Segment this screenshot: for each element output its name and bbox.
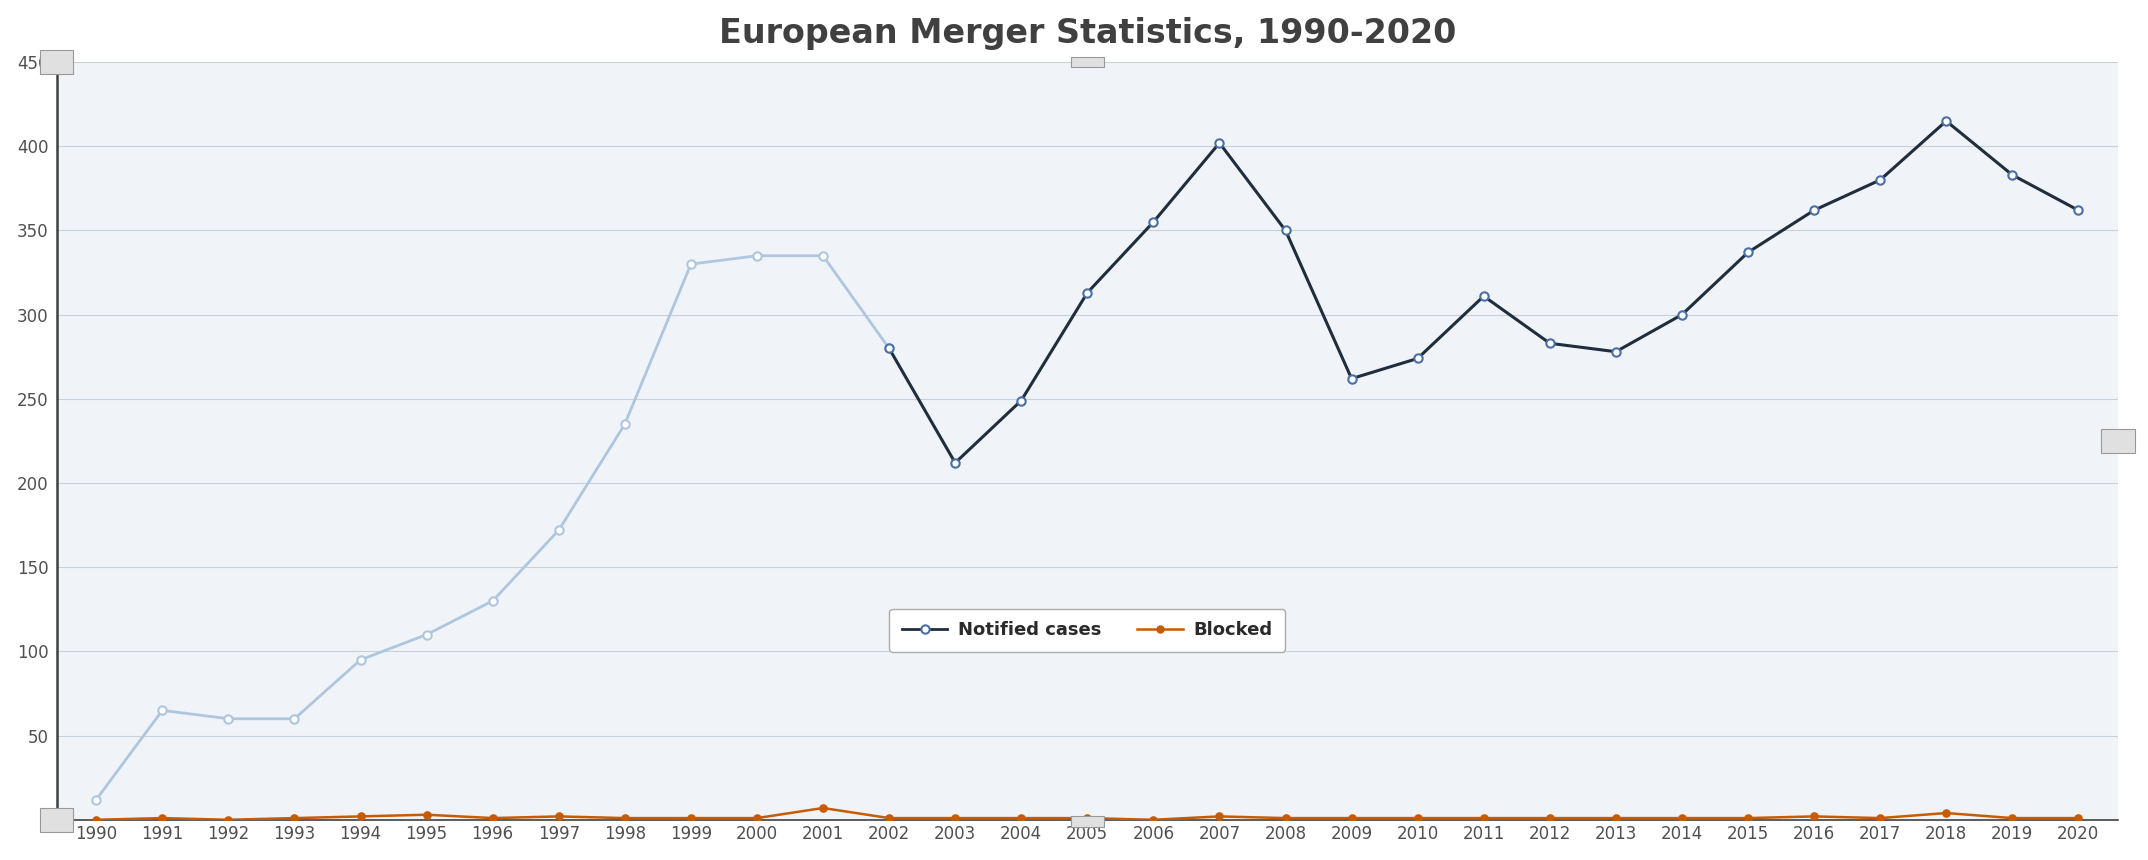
Title: European Merger Statistics, 1990-2020: European Merger Statistics, 1990-2020 <box>720 16 1456 50</box>
FancyBboxPatch shape <box>1072 816 1104 826</box>
FancyBboxPatch shape <box>1072 57 1104 67</box>
FancyBboxPatch shape <box>2101 429 2135 452</box>
Legend: Notified cases, Blocked: Notified cases, Blocked <box>889 609 1285 652</box>
FancyBboxPatch shape <box>41 51 73 74</box>
FancyBboxPatch shape <box>41 808 73 832</box>
